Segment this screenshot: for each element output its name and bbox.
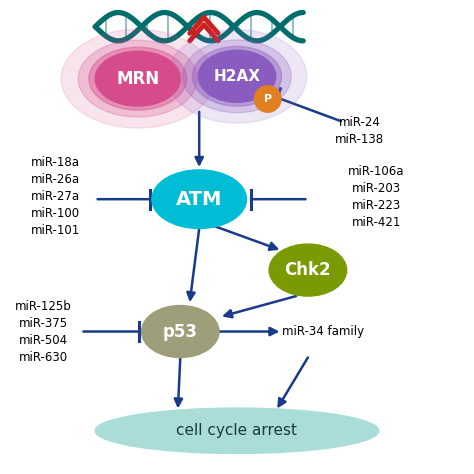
- Text: miR-34 family: miR-34 family: [282, 325, 364, 338]
- Text: p53: p53: [163, 322, 198, 340]
- Ellipse shape: [142, 306, 219, 357]
- Ellipse shape: [95, 408, 379, 454]
- Text: ATM: ATM: [176, 190, 222, 209]
- Text: miR-106a
miR-203
miR-223
miR-421: miR-106a miR-203 miR-223 miR-421: [348, 165, 405, 229]
- Ellipse shape: [89, 47, 187, 110]
- Text: cell cycle arrest: cell cycle arrest: [176, 423, 298, 438]
- Text: miR-125b
miR-375
miR-504
miR-630: miR-125b miR-375 miR-504 miR-630: [15, 300, 72, 364]
- Text: H2AX: H2AX: [213, 69, 261, 84]
- Text: P: P: [264, 94, 272, 104]
- Text: Chk2: Chk2: [284, 261, 331, 279]
- Ellipse shape: [192, 46, 282, 106]
- Ellipse shape: [78, 40, 197, 117]
- Ellipse shape: [183, 40, 291, 113]
- Ellipse shape: [269, 244, 346, 296]
- Ellipse shape: [61, 29, 214, 128]
- Text: miR-18a
miR-26a
miR-27a
miR-100
miR-101: miR-18a miR-26a miR-27a miR-100 miR-101: [30, 156, 80, 237]
- Text: miR-24
miR-138: miR-24 miR-138: [335, 116, 384, 146]
- Ellipse shape: [198, 50, 276, 102]
- Ellipse shape: [152, 170, 246, 228]
- Text: MRN: MRN: [116, 70, 159, 88]
- Ellipse shape: [95, 51, 180, 106]
- Ellipse shape: [167, 29, 307, 123]
- Circle shape: [255, 86, 281, 112]
